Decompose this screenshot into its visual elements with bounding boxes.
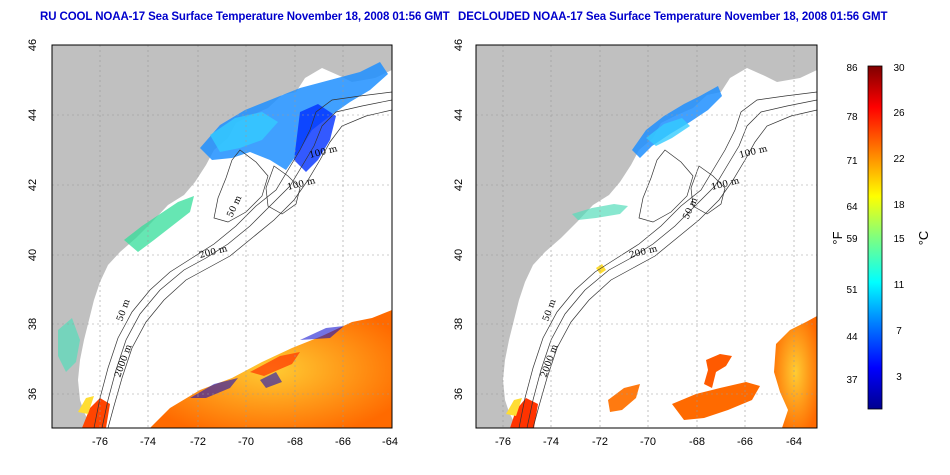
bathymetry-contours xyxy=(93,91,393,429)
right-map-title: DECLOUDED NOAA-17 Sea Surface Temperatur… xyxy=(458,11,888,23)
y-axis-ticks: 36 38 40 42 44 46 xyxy=(27,39,39,400)
cyan-patch xyxy=(646,118,690,146)
y-tick-label: 40 xyxy=(27,249,39,261)
celsius-tick: 26 xyxy=(893,108,905,119)
gulf-stream-core xyxy=(250,352,300,376)
bathymetry-contours xyxy=(518,91,818,429)
fahrenheit-tick: 64 xyxy=(846,202,858,213)
celsius-ticks: 30 26 22 18 15 11 7 3 xyxy=(893,63,905,383)
celsius-tick: 30 xyxy=(893,63,905,74)
deep-blue-patch xyxy=(294,104,336,172)
y-tick-label: 44 xyxy=(453,109,465,121)
y-tick-label: 42 xyxy=(27,179,39,191)
right-sst-map: 100 m 100 m 50 m 200 m 50 m 2000 m 36 38 xyxy=(453,39,818,448)
x-tick-label: -66 xyxy=(335,436,351,448)
fahrenheit-tick: 59 xyxy=(846,234,858,245)
fahrenheit-unit-label: °F xyxy=(830,231,845,244)
x-tick-label: -76 xyxy=(92,436,108,448)
y-tick-label: 42 xyxy=(453,179,465,191)
warm-coastal-tip xyxy=(510,398,538,428)
lat-lon-grid xyxy=(52,45,392,428)
fahrenheit-tick: 44 xyxy=(846,332,858,343)
fahrenheit-tick: 51 xyxy=(846,285,858,296)
x-tick-label: -70 xyxy=(640,436,656,448)
fahrenheit-tick: 71 xyxy=(846,156,858,167)
y-tick-label: 40 xyxy=(453,249,465,261)
celsius-unit-label: °C xyxy=(916,231,931,246)
fahrenheit-tick: 86 xyxy=(846,63,858,74)
x-tick-label: -64 xyxy=(786,436,802,448)
x-tick-label: -72 xyxy=(190,436,206,448)
warm-eddy-patch xyxy=(704,354,732,388)
warm-patch-south xyxy=(672,382,760,420)
temperature-colorbar: 86 78 71 64 59 51 44 37 30 26 22 18 15 1… xyxy=(830,63,931,410)
x-tick-label: -68 xyxy=(287,436,303,448)
y-tick-label: 36 xyxy=(27,388,39,400)
lat-lon-grid xyxy=(476,45,817,428)
x-tick-label: -70 xyxy=(238,436,254,448)
left-map-title: RU COOL NOAA-17 Sea Surface Temperature … xyxy=(40,11,450,23)
warm-coastal-yellow xyxy=(506,398,522,416)
map-frame xyxy=(475,44,818,429)
dark-blue-noise xyxy=(190,326,344,398)
y-tick-label: 38 xyxy=(453,318,465,330)
celsius-tick: 7 xyxy=(896,326,902,337)
x-tick-label: -74 xyxy=(140,436,156,448)
y-tick-label: 38 xyxy=(27,318,39,330)
ocean-region xyxy=(503,45,817,428)
warm-coastal-tip xyxy=(82,398,110,428)
x-tick-label: -66 xyxy=(737,436,753,448)
fahrenheit-ticks: 86 78 71 64 59 51 44 37 xyxy=(846,63,858,386)
coastal-patch-south xyxy=(58,318,80,372)
y-tick-label: 46 xyxy=(27,39,39,51)
left-sst-map: 100 m 100 m 50 m 200 m 50 m 2000 m 36 38 xyxy=(27,39,398,448)
y-tick-label: 46 xyxy=(453,39,465,51)
shelf-water-patch xyxy=(124,196,194,252)
x-tick-label: -74 xyxy=(543,436,559,448)
x-tick-label: -64 xyxy=(382,436,398,448)
x-tick-label: -68 xyxy=(689,436,705,448)
contour-labels: 100 m 100 m 50 m 200 m 50 m 2000 m xyxy=(113,144,338,379)
celsius-tick: 15 xyxy=(893,234,905,245)
celsius-tick: 18 xyxy=(893,200,905,211)
x-tick-label: -72 xyxy=(592,436,608,448)
map-frame xyxy=(51,44,393,429)
x-axis-ticks: -76 -74 -72 -70 -68 -66 -64 xyxy=(495,436,802,448)
warm-coastal-yellow xyxy=(78,396,94,414)
fahrenheit-tick: 37 xyxy=(846,375,858,386)
celsius-tick: 3 xyxy=(896,372,902,383)
warm-patch-south xyxy=(608,384,640,412)
gulf-stream-patch xyxy=(774,316,817,428)
celsius-tick: 22 xyxy=(893,154,905,165)
y-tick-label: 44 xyxy=(27,109,39,121)
cyan-patch xyxy=(210,112,278,152)
y-axis-ticks: 36 38 40 42 44 46 xyxy=(453,39,465,400)
x-tick-label: -76 xyxy=(495,436,511,448)
y-tick-label: 36 xyxy=(453,388,465,400)
x-axis-ticks: -76 -74 -72 -70 -68 -66 -64 xyxy=(92,436,398,448)
celsius-tick: 11 xyxy=(894,280,905,291)
colorbar-gradient xyxy=(867,65,883,410)
fahrenheit-tick: 78 xyxy=(846,112,858,123)
